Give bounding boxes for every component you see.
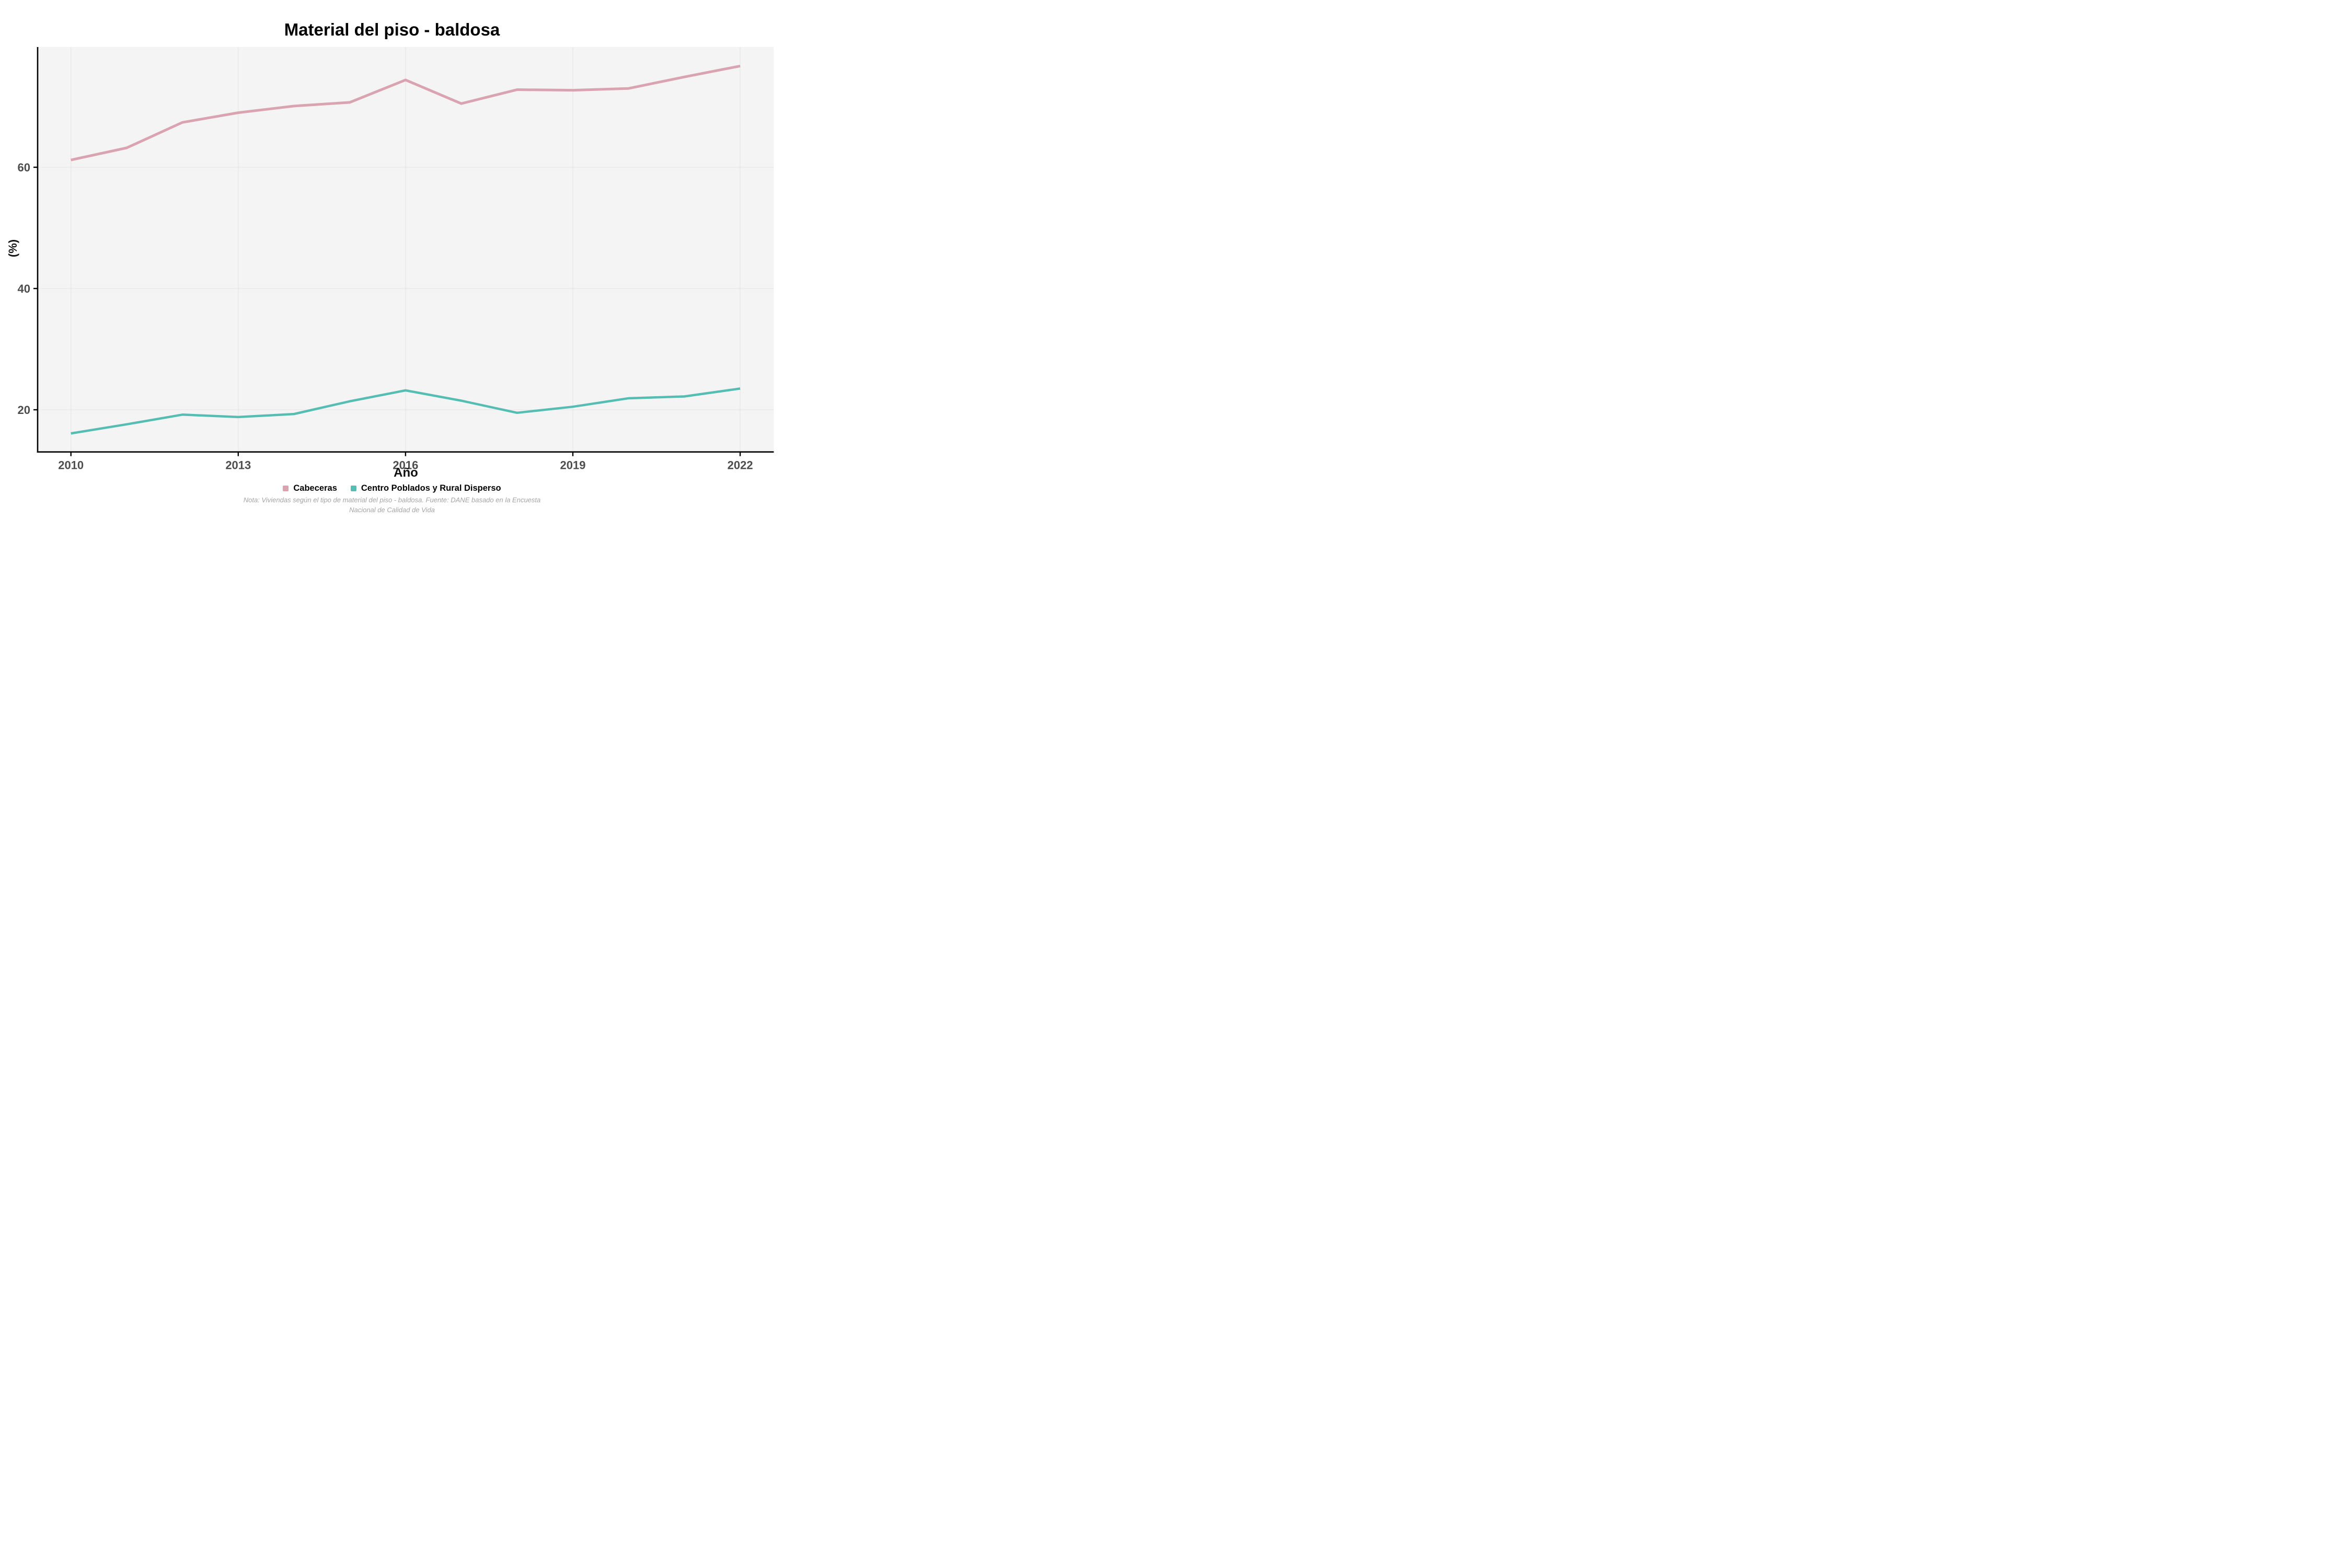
y-tick-label-20: 20 (18, 403, 30, 417)
x-tick-label-2013: 2013 (225, 459, 251, 472)
x-tick-label-2019: 2019 (560, 459, 586, 472)
source-note-line2: Nacional de Calidad de Vida (349, 505, 435, 514)
x-tick-label-2016: 2016 (393, 459, 418, 472)
x-axis-title: Año (394, 466, 418, 480)
legend: Cabeceras Centro Poblados y Rural Disper… (0, 483, 784, 493)
chart-figure: Material del piso - baldosa 20 40 60 2010 20… (0, 0, 784, 523)
source-note: Nota: Viviendas según el tipo de materia… (0, 495, 784, 515)
legend-swatch-pink (283, 486, 289, 491)
line-series-centro-poblados (71, 387, 741, 435)
y-axis-title: (%) (6, 239, 20, 258)
plot-area: 20 40 60 2010 2013 2016 2019 2022 (18, 47, 774, 472)
chart-title: Material del piso - baldosa (284, 20, 500, 39)
source-note-line1: Nota: Viviendas según el tipo de materia… (243, 496, 541, 504)
x-tick-label-2022: 2022 (728, 459, 753, 472)
legend-item-centro-poblados: Centro Poblados y Rural Disperso (350, 483, 501, 493)
legend-label: Cabeceras (293, 483, 337, 493)
y-tick-label-60: 60 (18, 161, 30, 174)
y-tick-label-40: 40 (18, 282, 30, 295)
legend-item-cabeceras: Cabeceras (283, 483, 337, 493)
legend-label: Centro Poblados y Rural Disperso (361, 483, 501, 493)
legend-swatch-teal (350, 486, 356, 491)
x-tick-label-2010: 2010 (58, 459, 84, 472)
line-series-cabeceras (71, 64, 741, 162)
